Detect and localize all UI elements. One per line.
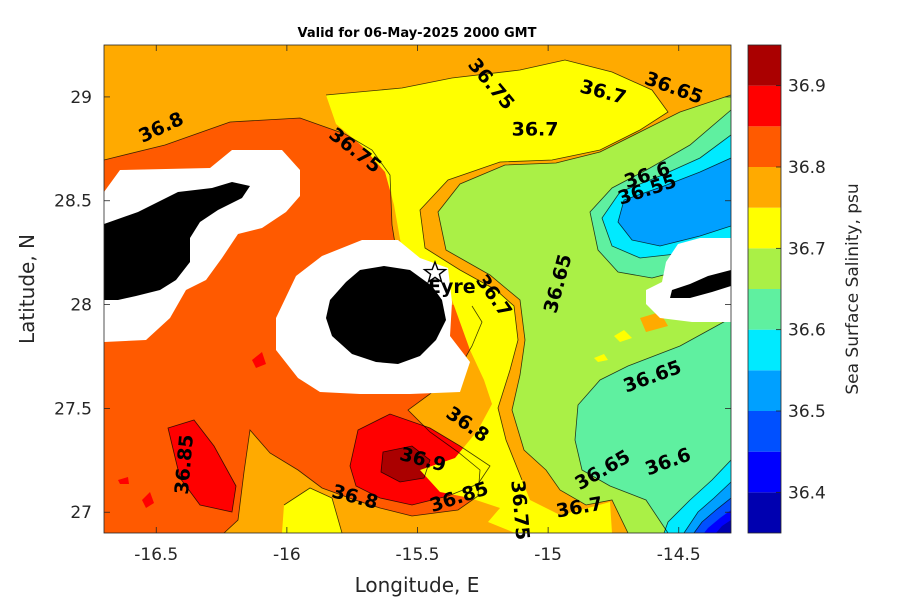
- colorbar-segment: [748, 492, 781, 533]
- contour-line-36-6-south: [663, 459, 731, 533]
- contour-line-36-65-b: [574, 317, 731, 533]
- colorbar-segment: [748, 126, 781, 167]
- contour-line-36-6: [601, 134, 731, 259]
- colorbar-tick-label: 36.6: [788, 321, 826, 341]
- x-tick-label: -15: [534, 545, 562, 565]
- y-tick-label: 28.5: [54, 192, 92, 212]
- y-tick-label: 29: [70, 88, 92, 108]
- land-mask-tenerife-coast: [646, 238, 731, 322]
- band-36-9: [381, 446, 430, 482]
- band-36-85-west: [168, 420, 236, 512]
- contour-label: 36.85: [171, 434, 198, 496]
- band-36-7-sw: [282, 488, 342, 533]
- colorbar-frame: [747, 44, 782, 534]
- band-36-85-dot-a: [142, 492, 154, 508]
- x-tick-label: -16.5: [134, 545, 178, 565]
- colorbar-tick-label: 36.7: [788, 239, 826, 259]
- land-fuerteventura: [104, 182, 250, 300]
- contour-line-36-55: [617, 157, 731, 247]
- colorbar-segment: [748, 289, 781, 330]
- site-label: Eyre: [428, 276, 476, 298]
- band-36-85-spot: [252, 352, 266, 368]
- chart-title: Valid for 06-May-2025 2000 GMT: [298, 26, 537, 41]
- colorbar-segment: [748, 329, 781, 371]
- colorbar-label: Sea Surface Salinity, psu: [843, 183, 863, 394]
- land-tenerife: [670, 270, 731, 298]
- y-axis-label: Latitude, N: [15, 234, 39, 344]
- x-axis-label: Longitude, E: [355, 573, 480, 597]
- y-tick-label: 28: [70, 296, 92, 316]
- contour-line-36-85-main: [349, 413, 491, 506]
- star-icon: [422, 260, 448, 284]
- contour-line-36-9: [380, 445, 431, 483]
- band-36-85-dot-b: [118, 477, 129, 484]
- x-axis: -16.5 -16 -15.5 -15 -14.5: [134, 45, 701, 565]
- site-marker: Eyre: [422, 260, 476, 298]
- colorbar-segment: [748, 167, 781, 208]
- y-tick-label: 27.5: [54, 399, 92, 419]
- contour-label: 36.7: [512, 119, 559, 141]
- contour-line-36-5-south: [693, 497, 731, 533]
- land-gran-canaria: [326, 266, 446, 364]
- patch-36-7-east: [614, 330, 632, 342]
- colorbar-segment: [748, 85, 781, 127]
- y-axis: 27 27.5 28 28.5 29: [54, 88, 731, 523]
- colorbar-segment: [748, 411, 781, 452]
- band-36-35-south: [716, 520, 731, 533]
- colorbar-tick-label: 36.4: [788, 483, 826, 503]
- land-mask-fuerteventura-coast: [104, 150, 300, 342]
- contour-line-36-55-south: [683, 481, 731, 533]
- colorbar-segment: [748, 207, 781, 249]
- map-area: [104, 45, 731, 533]
- contour-line-36-7-a: [437, 94, 731, 533]
- colorbar-tick-label: 36.5: [788, 402, 826, 422]
- contour-label: 36.75: [506, 479, 533, 541]
- colorbar-tick-label: 36.9: [788, 77, 826, 97]
- patch-36-7-dot: [594, 354, 608, 362]
- x-tick-label: -16: [273, 545, 301, 565]
- x-tick-label: -14.5: [657, 545, 701, 565]
- contour-line-36-7-sw: [283, 487, 343, 533]
- colorbar-segment: [748, 370, 781, 411]
- colorbar-segment: [748, 451, 781, 493]
- band-36-5: [618, 158, 731, 246]
- contour-line-36-75-north: [325, 59, 669, 481]
- colorbar-segment: [748, 45, 781, 86]
- colorbar-segment: [748, 248, 781, 289]
- contour-line-36-85-west: [167, 419, 237, 513]
- y-tick-label: 27: [70, 503, 92, 523]
- colorbar: 36.4 36.5 36.6 36.7 36.8 36.9: [747, 44, 826, 534]
- x-tick-label: -15.5: [396, 545, 440, 565]
- colorbar-tick-label: 36.8: [788, 158, 826, 178]
- band-36-7: [326, 60, 668, 533]
